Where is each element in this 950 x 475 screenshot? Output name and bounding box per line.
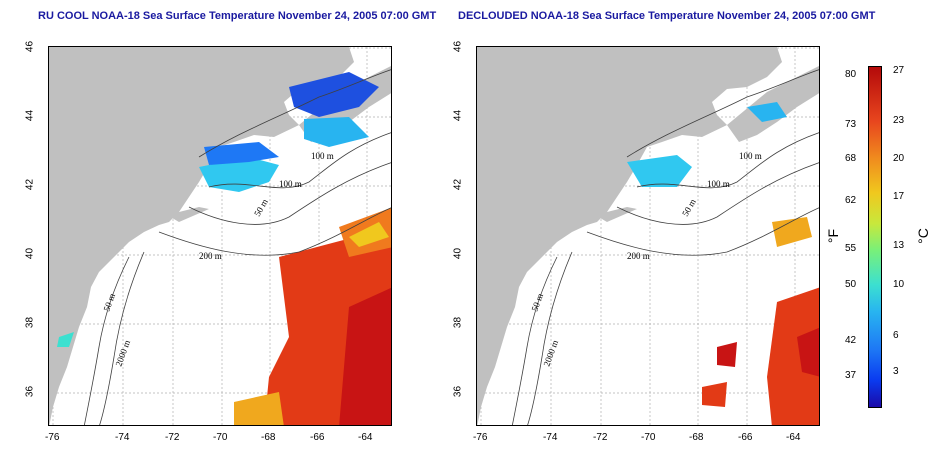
lat-tick: 36 [24,385,36,398]
sst-cold-region [627,102,787,187]
land-mass [477,47,782,425]
celsius-tick: 10 [893,279,905,290]
lon-tick: -72 [165,432,180,443]
lon-tick: -70 [641,432,656,443]
lat-tick: 42 [24,178,36,191]
lat-tick: 36 [452,385,464,398]
right-sst-map[interactable]: 100 m 100 m 50 m 200 m 50 m 2000 m [476,46,820,426]
left-sst-map[interactable]: 100 m 100 m 50 m 200 m 50 m 2000 m [48,46,392,426]
lon-tick: -74 [115,432,130,443]
temperature-colorbar [868,66,882,408]
celsius-tick: 6 [893,330,899,341]
lat-tick: 46 [24,40,36,53]
celsius-tick: 3 [893,366,899,377]
lon-tick: -64 [358,432,373,443]
contour-label: 50 m [680,197,698,218]
lon-tick: -70 [213,432,228,443]
contour-label: 100 m [739,151,762,161]
long-island-land [595,207,637,222]
lon-tick: -76 [45,432,60,443]
lon-tick: -68 [689,432,704,443]
lon-tick: -64 [786,432,801,443]
lat-tick: 40 [24,247,36,260]
lat-tick: 44 [24,109,36,122]
bathymetry-contours [511,69,819,425]
contour-label: 200 m [199,251,222,261]
fahrenheit-tick: 42 [845,335,857,346]
lat-tick: 38 [452,316,464,329]
celsius-unit-label: °C [914,228,931,244]
land-mass [49,47,354,425]
lon-tick: -66 [738,432,753,443]
contour-label: 100 m [311,151,334,161]
lon-tick: -74 [543,432,558,443]
celsius-tick: 27 [893,65,905,76]
celsius-tick: 13 [893,240,905,251]
fahrenheit-tick: 68 [845,153,857,164]
lon-tick: -66 [310,432,325,443]
lon-tick: -72 [593,432,608,443]
lon-tick: -68 [261,432,276,443]
fahrenheit-unit-label: °F [825,228,842,244]
celsius-tick: 20 [893,153,905,164]
celsius-tick: 23 [893,115,905,126]
lat-tick: 38 [24,316,36,329]
contour-label: 50 m [252,197,270,218]
fahrenheit-tick: 80 [845,69,857,80]
fahrenheit-tick: 55 [845,243,857,254]
lat-tick: 42 [452,178,464,191]
contour-label: 50 m [101,292,117,313]
bathymetry-contours [83,69,391,425]
celsius-tick: 17 [893,191,905,202]
contour-label: 100 m [279,179,302,189]
fahrenheit-tick: 73 [845,119,857,130]
lat-tick: 46 [452,40,464,53]
right-map-title: DECLOUDED NOAA-18 Sea Surface Temperatur… [458,10,876,22]
contour-label: 50 m [529,292,545,313]
fahrenheit-tick: 62 [845,195,857,206]
contour-label: 200 m [627,251,650,261]
fahrenheit-tick: 50 [845,279,857,290]
sst-warm-region [702,217,819,425]
fahrenheit-tick: 37 [845,370,857,381]
sst-warm-region [234,207,391,425]
long-island-land [167,207,209,222]
left-map-title: RU COOL NOAA-18 Sea Surface Temperature … [38,10,437,22]
lat-tick: 44 [452,109,464,122]
sst-cold-region [57,72,379,347]
lon-tick: -76 [473,432,488,443]
contour-label: 100 m [707,179,730,189]
lat-tick: 40 [452,247,464,260]
